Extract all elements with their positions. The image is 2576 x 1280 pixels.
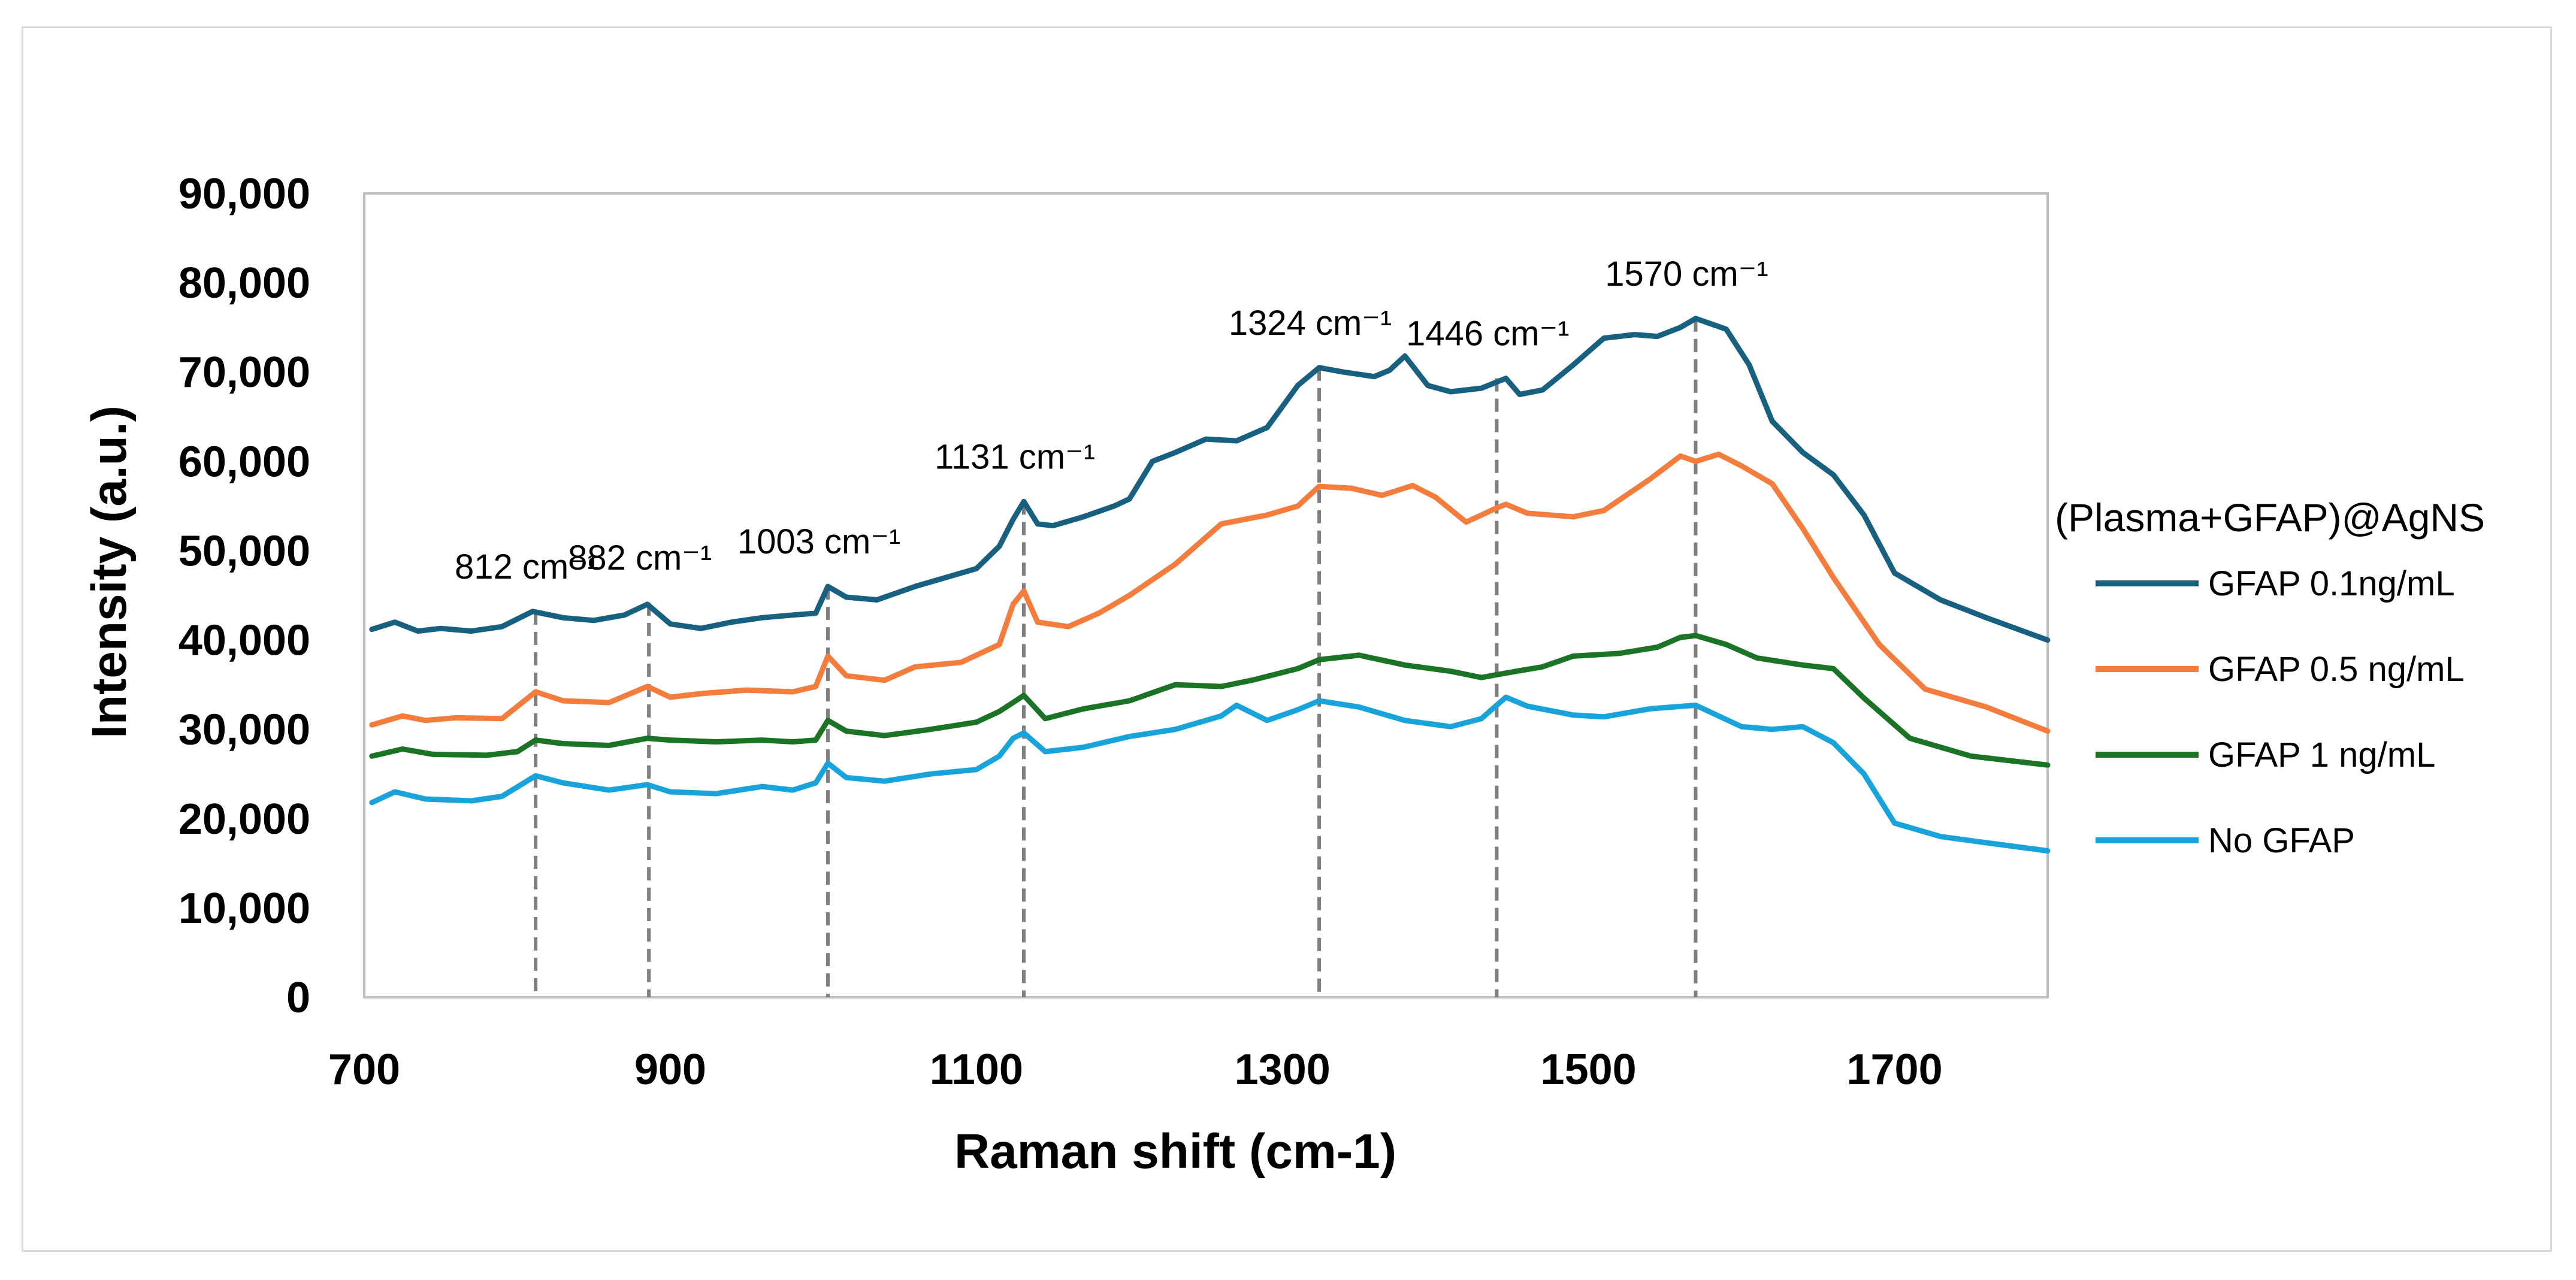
series-line-3 [369,694,2051,854]
y-tick-label: 20,000 [179,795,310,843]
x-tick-label: 1700 [1846,1046,1942,1094]
y-tick-label: 70,000 [179,349,310,397]
legend-title: (Plasma+GFAP)@AgNS [2055,495,2485,540]
peak-annotation-label: 812 cm⁻¹ [455,547,598,586]
y-tick-label: 80,000 [179,259,310,307]
chart-frame [22,26,2552,1252]
x-tick-label: 1300 [1235,1046,1331,1094]
peak-annotation-label: 1446 cm⁻¹ [1406,314,1569,353]
peak-annotation-label: 1324 cm⁻¹ [1229,304,1392,343]
y-tick-label: 60,000 [179,438,310,486]
peak-annotation-label: 1003 cm⁻¹ [737,522,900,561]
peak-annotation-label: 1570 cm⁻¹ [1605,255,1768,293]
y-tick-labels: 0 10,000 20,000 30,000 40,000 50,000 60,000 70,… [179,170,310,1022]
peak-marker-lines [534,318,1698,997]
y-tick-label: 40,000 [179,617,310,665]
y-tick-label: 30,000 [179,706,310,754]
series-lines [369,316,2051,854]
x-tick-label: 1500 [1541,1046,1637,1094]
series-line-0 [369,316,2051,643]
series-line-2 [369,633,2051,768]
x-tick-label: 1100 [930,1046,1023,1094]
x-tick-labels: 700 900 1100 1300 1500 1700 [328,1046,1943,1094]
legend-label: GFAP 1 ng/mL [2208,736,2435,774]
y-axis-title: Intensity (a.u.) [82,406,137,739]
x-axis-title: Raman shift (cm-1) [954,1124,1396,1179]
peak-annotation-label: 1131 cm⁻¹ [935,437,1095,476]
x-tick-label: 700 [328,1046,400,1094]
peak-annotation-label: 882 cm⁻¹ [568,538,712,577]
y-tick-label: 0 [286,974,310,1022]
y-tick-label: 10,000 [179,885,310,933]
legend-label: GFAP 0.5 ng/mL [2208,650,2465,689]
legend-label: No GFAP [2208,821,2355,860]
series-line-1 [369,451,2051,734]
plot-area [363,192,2049,998]
y-tick-label: 50,000 [179,527,310,575]
y-tick-label: 90,000 [179,170,310,218]
x-tick-label: 900 [634,1046,706,1094]
legend: (Plasma+GFAP)@AgNS GFAP 0.1ng/mL GFAP 0.5… [2055,495,2485,860]
legend-label: GFAP 0.1ng/mL [2208,564,2455,603]
